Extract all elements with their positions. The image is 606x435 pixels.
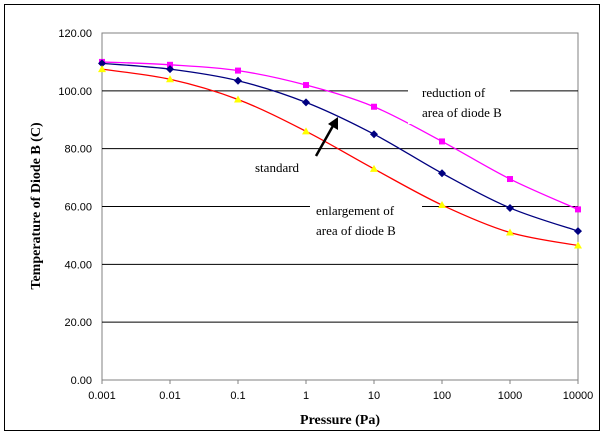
data-point (98, 65, 106, 73)
data-point (575, 206, 581, 213)
data-point (303, 82, 309, 89)
data-point (438, 201, 446, 209)
data-point (507, 176, 513, 183)
x-tick-label: 10 (368, 390, 380, 402)
y-tick-label: 100.00 (58, 86, 92, 98)
series-line (101, 61, 579, 210)
series-line (101, 62, 579, 232)
data-point (438, 169, 446, 178)
data-point (371, 103, 377, 110)
x-tick-label: 0.001 (88, 390, 116, 402)
x-tick-label: 10000 (563, 390, 594, 402)
data-point (302, 127, 310, 135)
y-tick-label: 60.00 (64, 202, 92, 214)
annotation-background (310, 198, 422, 242)
data-point (302, 98, 310, 107)
annotation-text: area of diode B (316, 223, 396, 238)
annotation-arrow (314, 123, 336, 157)
x-tick-label: 1000 (498, 390, 522, 402)
data-point (234, 76, 242, 85)
series-line (101, 68, 579, 247)
annotation-arrowhead (328, 117, 338, 130)
data-point (574, 227, 582, 236)
x-tick-label: 1 (303, 390, 309, 402)
annotation-text: reduction of (422, 85, 486, 100)
annotation-text: enlargement of (316, 203, 395, 218)
data-point (98, 59, 106, 68)
series-1 (98, 59, 582, 236)
y-axis-label: Temperature of Diode B (C) (29, 122, 44, 290)
x-tick-label: 0.01 (159, 390, 180, 402)
data-point (370, 130, 378, 139)
data-point (166, 65, 174, 74)
annotation-background (250, 158, 312, 178)
x-axis-label: Pressure (Pa) (300, 413, 380, 428)
data-point (506, 203, 514, 212)
data-point (166, 75, 174, 83)
y-tick-label: 20.00 (64, 317, 92, 329)
x-tick-label: 0.1 (230, 390, 245, 402)
data-point (167, 61, 173, 68)
annotation-text: area of diode B (422, 105, 502, 120)
y-tick-label: 120.00 (58, 28, 92, 40)
data-point (506, 228, 514, 236)
data-point (439, 138, 445, 145)
y-tick-label: 0.00 (71, 375, 92, 387)
y-tick-label: 40.00 (64, 259, 92, 271)
data-point (234, 95, 242, 103)
annotation-background (408, 80, 510, 124)
y-tick-label: 80.00 (64, 144, 92, 156)
data-point (370, 164, 378, 172)
x-tick-label: 100 (433, 390, 451, 402)
data-point (235, 67, 241, 74)
series-2 (98, 65, 582, 249)
annotation-text: standard (255, 160, 300, 175)
data-point (574, 241, 582, 249)
